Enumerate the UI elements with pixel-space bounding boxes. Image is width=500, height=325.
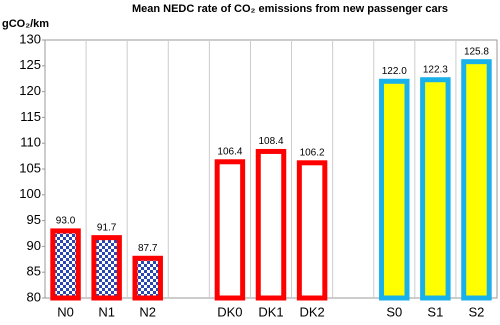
x-tick-label: DK1	[258, 304, 283, 319]
y-tick-label: 115	[20, 109, 41, 124]
bar	[461, 59, 492, 301]
x-tick-label: S1	[427, 304, 443, 319]
x-tick-label: S0	[386, 304, 402, 319]
y-tick-label: 105	[19, 160, 41, 175]
value-label: 106.4	[217, 146, 242, 157]
y-tick-label: 90	[27, 238, 41, 253]
bar	[379, 78, 410, 301]
value-label: 93.0	[56, 216, 76, 227]
bar	[296, 160, 328, 301]
y-tick-label: 130	[19, 31, 41, 46]
x-tick-label: N0	[57, 304, 74, 319]
value-label: 122.3	[423, 64, 448, 75]
x-tick-label: DK2	[299, 304, 324, 319]
y-tick-label: 110	[20, 135, 41, 150]
bar	[132, 255, 163, 301]
y-tick-label: 120	[19, 83, 41, 98]
value-label: 106.2	[300, 147, 325, 158]
value-label: 91.7	[97, 222, 117, 233]
chart-title: Mean NEDC rate of CO₂ emissions from new…	[132, 3, 448, 15]
x-tick-label: S2	[469, 304, 485, 319]
y-tick-label: 85	[27, 264, 41, 279]
value-label: 125.8	[464, 46, 489, 57]
bar	[50, 228, 81, 301]
bar	[214, 159, 246, 301]
y-tick-label: 95	[27, 212, 41, 227]
value-label: 108.4	[258, 136, 283, 147]
x-tick-label: N2	[139, 304, 156, 319]
x-tick-label: N1	[98, 304, 115, 319]
value-label: 122.0	[382, 66, 407, 77]
y-tick-label: 100	[19, 186, 41, 201]
bar	[255, 148, 287, 301]
y-tick-label: 80	[27, 289, 41, 304]
y-axis-label: gCO₂/km	[2, 18, 49, 30]
x-tick-label: DK0	[217, 304, 242, 319]
value-label: 87.7	[138, 243, 158, 254]
y-tick-label: 125	[19, 57, 41, 72]
bar	[91, 235, 122, 301]
bar	[420, 77, 451, 301]
